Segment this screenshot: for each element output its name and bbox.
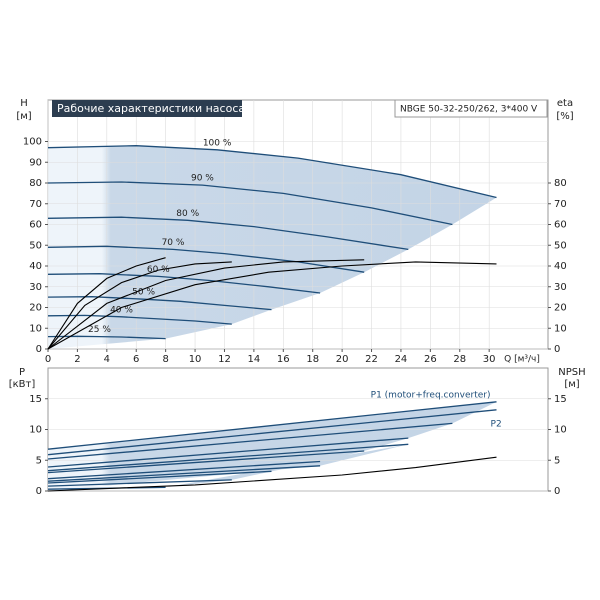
y2-tick-label: 5 — [554, 455, 560, 466]
series-label: 80 % — [176, 209, 199, 219]
y-tick-label: 10 — [29, 323, 42, 334]
y-tick-label: 20 — [29, 303, 42, 314]
y-tick-label: 10 — [29, 425, 42, 436]
x-tick-label: 26 — [424, 354, 437, 365]
y2-tick-label: 50 — [554, 240, 567, 251]
y-tick-label: 90 — [29, 157, 42, 168]
series-line — [47, 401, 497, 450]
x-tick-label: 12 — [218, 354, 231, 365]
y-tick-label: 100 — [23, 137, 42, 148]
y-unit: [м] — [16, 111, 31, 122]
series-line — [47, 257, 166, 350]
y2-tick-label: 40 — [554, 261, 567, 272]
y-tick-label: 0 — [36, 344, 42, 355]
y2-label: eta — [557, 98, 573, 109]
series-line — [47, 450, 365, 474]
y-tick-label: 70 — [29, 199, 42, 210]
x-tick-label: 16 — [277, 354, 290, 365]
x-tick-label: 2 — [74, 354, 80, 365]
operating-area — [48, 401, 497, 491]
series-label: P1 (motor+freq.converter) — [371, 390, 491, 400]
y-tick-label: 80 — [29, 178, 42, 189]
y-tick-label: 40 — [29, 261, 42, 272]
y-label: P — [19, 367, 25, 378]
y2-unit: [%] — [556, 111, 573, 122]
chart-title: Рабочие характеристики насоса — [57, 102, 245, 115]
series-line — [47, 145, 497, 199]
x-tick-label: 30 — [483, 354, 496, 365]
y-tick-label: 0 — [36, 486, 42, 497]
y-label: H — [20, 98, 28, 109]
series-label: 50 % — [132, 288, 155, 298]
plot-layer: 0 2 4 6 8 10 12 14 16 18 20 22 24 26 28 300102030405060… — [23, 100, 567, 497]
y-tick-label: 60 — [29, 220, 42, 231]
series-label: 25 % — [88, 325, 111, 335]
y-unit: [кВт] — [9, 379, 36, 390]
y2-tick-label: 20 — [554, 303, 567, 314]
series-line — [47, 456, 497, 492]
series-label: 40 % — [110, 305, 133, 315]
series-label: P2 — [491, 419, 502, 429]
series-line — [47, 261, 232, 350]
y2-tick-label: 30 — [554, 282, 567, 293]
series-line — [47, 422, 453, 460]
x-tick-label: 18 — [306, 354, 319, 365]
series-line — [47, 259, 365, 350]
series-line — [47, 273, 321, 294]
series-line — [47, 314, 232, 325]
series-label: 70 % — [162, 238, 185, 248]
y2-tick-label: 10 — [554, 323, 567, 334]
series-line — [47, 460, 321, 480]
series-line — [47, 437, 409, 468]
series-line — [47, 335, 166, 340]
series-line — [47, 479, 232, 487]
x-tick-label: 28 — [453, 354, 466, 365]
series-line — [47, 216, 409, 251]
x-label: Q [м³/ч] — [504, 355, 540, 365]
x-tick-label: 10 — [189, 354, 202, 365]
y2-tick-label: 15 — [554, 394, 567, 405]
series-line — [47, 443, 409, 472]
y2-tick-label: 0 — [554, 344, 560, 355]
subtitle-box — [394, 99, 548, 118]
series-line — [47, 470, 272, 484]
x-tick-label: 8 — [162, 354, 168, 365]
y2-label: NPSH — [558, 367, 585, 378]
y-tick-label: 5 — [36, 455, 42, 466]
y2-unit: [м] — [564, 379, 579, 390]
series-line — [47, 245, 365, 273]
y-tick-label: 15 — [29, 394, 42, 405]
title-box — [52, 100, 242, 117]
x-tick-label: 6 — [133, 354, 139, 365]
y2-tick-label: 0 — [554, 486, 560, 497]
operating-area — [48, 145, 497, 349]
x-tick-label: 4 — [104, 354, 110, 365]
series-label: 100 % — [203, 138, 232, 148]
y2-tick-label: 80 — [554, 178, 567, 189]
series-line — [47, 261, 497, 350]
series-line — [47, 409, 497, 456]
y2-tick-label: 60 — [554, 220, 567, 231]
x-tick-label: 20 — [336, 354, 349, 365]
series-line — [47, 465, 321, 482]
y-tick-label: 50 — [29, 240, 42, 251]
y-tick-label: 30 — [29, 282, 42, 293]
x-tick-label: 0 — [45, 354, 51, 365]
x-tick-label: 24 — [395, 354, 408, 365]
y2-tick-label: 70 — [554, 199, 567, 210]
chart-subtitle: NBGE 50-32-250/262, 3*400 V — [400, 105, 538, 115]
series-label: 90 % — [191, 174, 214, 184]
series-line — [47, 181, 453, 226]
x-tick-label: 22 — [365, 354, 378, 365]
x-tick-label: 14 — [248, 354, 261, 365]
y2-tick-label: 10 — [554, 425, 567, 436]
